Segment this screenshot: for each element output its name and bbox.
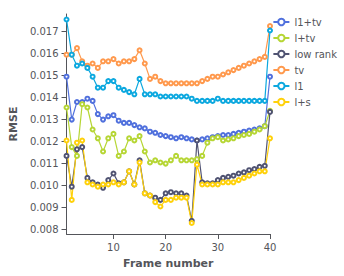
svg-text:l1+tv: l1+tv — [294, 17, 321, 28]
svg-text:0.016: 0.016 — [30, 48, 59, 59]
svg-text:0.017: 0.017 — [30, 26, 59, 37]
svg-text:20: 20 — [159, 242, 172, 253]
svg-text:l+tv: l+tv — [294, 33, 315, 44]
svg-text:30: 30 — [211, 242, 224, 253]
svg-text:0.011: 0.011 — [30, 158, 59, 169]
svg-text:40: 40 — [264, 242, 277, 253]
svg-text:10: 10 — [107, 242, 120, 253]
svg-text:Frame number: Frame number — [123, 257, 214, 270]
svg-text:0.012: 0.012 — [30, 136, 59, 147]
svg-text:0.010: 0.010 — [30, 180, 59, 191]
svg-text:0.015: 0.015 — [30, 70, 59, 81]
svg-text:l+s: l+s — [294, 97, 310, 108]
svg-text:tv: tv — [294, 65, 304, 76]
svg-text:RMSE: RMSE — [7, 107, 20, 142]
svg-text:0.008: 0.008 — [30, 224, 59, 235]
svg-text:0.013: 0.013 — [30, 114, 59, 125]
svg-text:low rank: low rank — [294, 49, 337, 60]
svg-text:0.014: 0.014 — [30, 92, 59, 103]
svg-text:0.009: 0.009 — [30, 202, 59, 213]
svg-text:l1: l1 — [294, 81, 303, 92]
